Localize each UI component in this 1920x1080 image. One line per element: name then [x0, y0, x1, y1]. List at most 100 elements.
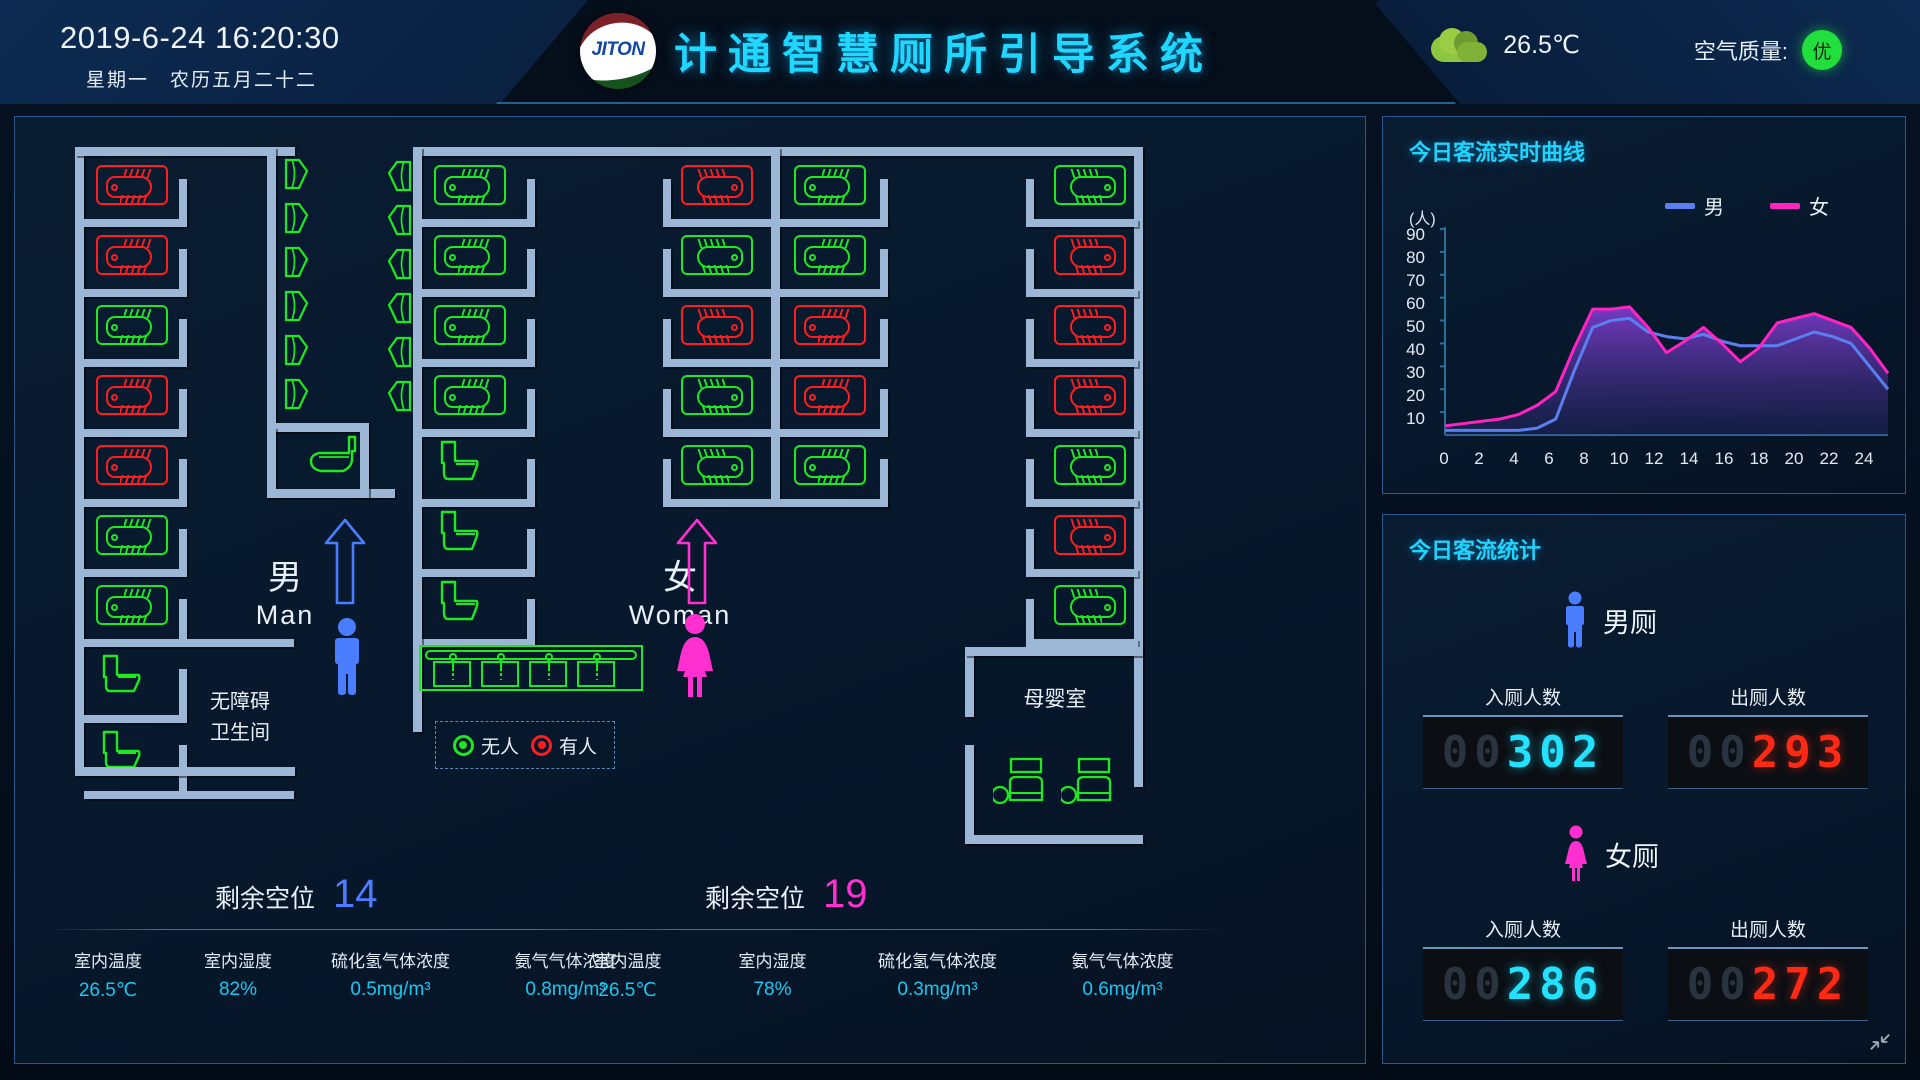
header-bar: 2019-6-24 16:20:30 星期一 农历五月二十二 JITON 计通智… — [0, 0, 1920, 104]
urinal-icon-4[interactable] — [283, 289, 309, 323]
y-tick: 40 — [1406, 340, 1425, 359]
env-cell: 硫化氢气体浓度 0.5mg/m³ — [331, 952, 450, 1000]
urinal-icon-9[interactable] — [387, 247, 413, 281]
wall-nursing-left-bottom — [965, 745, 974, 843]
legend-vacant-label: 无人 — [480, 736, 519, 758]
wall-men-urinal-bottom — [267, 423, 367, 432]
traffic-chart-panel: 今日客流实时曲线 男 女 (人) 90 80 70 60 50 40 30 20… — [1382, 116, 1906, 494]
system-title: 计通智慧厕所引导系统 — [674, 31, 1214, 79]
legend-swatch-male — [1665, 202, 1695, 209]
nursing-room-label: 母婴室 — [1023, 688, 1087, 711]
baby-changing-station-icon-2 — [1058, 757, 1117, 805]
female-out-value: 272 — [1751, 959, 1850, 1010]
sit-toilet-icon — [98, 653, 144, 697]
legend-series-female[interactable]: 女 — [1770, 191, 1829, 220]
y-tick: 30 — [1406, 363, 1425, 382]
x-tick: 24 — [1854, 449, 1874, 468]
traffic-stats-panel: 今日客流统计 男厕 入厕人数 出厕人数 00302 00293 女厕 入厕人数 — [1382, 514, 1906, 1064]
y-tick: 80 — [1406, 248, 1425, 267]
men-availability-count: 14 — [333, 872, 378, 916]
urinal-icon-10[interactable] — [387, 291, 413, 325]
female-out-prefix: 00 — [1686, 959, 1752, 1010]
brand-block: JITON 计通智慧厕所引导系统 — [580, 13, 1214, 89]
chart-legend: 男 女 — [1665, 191, 1829, 220]
wall-men-extra-bottom — [267, 489, 395, 498]
vacant-ring-icon — [452, 734, 474, 756]
men-title-en: Man — [255, 600, 315, 630]
men-divider — [43, 929, 653, 930]
urinal-icon-1[interactable] — [283, 157, 309, 191]
wall-nursing-bottom — [965, 835, 1143, 844]
urinal-icon-6[interactable] — [283, 377, 309, 411]
env-cell: 室内温度 26.5℃ — [593, 952, 662, 1001]
logo-text: JITON — [591, 39, 645, 60]
urinal-icon-2[interactable] — [283, 201, 309, 235]
stats-group-female-name: 女厕 — [1605, 841, 1659, 872]
women-env-row: 室内温度 26.5℃ 室内湿度 78% 硫化氢气体浓度 0.3mg/m³ 氨气气… — [555, 947, 1215, 1002]
collapse-resize-icon[interactable] — [1869, 1031, 1891, 1053]
female-in-prefix: 00 — [1441, 959, 1507, 1010]
baby-changing-station-icon-1 — [990, 757, 1049, 805]
male-in-value: 302 — [1506, 727, 1605, 778]
x-tick: 10 — [1609, 449, 1629, 468]
male-out-label: 出厕人数 — [1729, 688, 1806, 709]
x-tick: 4 — [1509, 449, 1519, 468]
x-tick: 6 — [1544, 449, 1554, 468]
sit-toilet-icon-men-extra[interactable] — [305, 433, 365, 485]
stats-group-female-header: 女厕 — [1561, 825, 1659, 883]
wall-men-extra-left — [267, 427, 276, 497]
wall-men-bottom — [75, 767, 295, 776]
datetime-display: 2019-6-24 16:20:30 星期一 农历五月二十二 — [60, 20, 340, 92]
urinal-icon-5[interactable] — [283, 333, 309, 367]
female-person-icon — [1565, 825, 1587, 881]
female-in-label: 入厕人数 — [1484, 920, 1561, 941]
male-person-icon — [327, 617, 367, 702]
male-person-icon — [1566, 591, 1584, 648]
urinal-icon-12[interactable] — [387, 379, 413, 413]
floor-plan-panel: 无障碍 卫生间 — [14, 116, 1366, 1064]
status-legend: 无人 有人 — [435, 721, 615, 769]
female-out-counter: 00272 — [1668, 947, 1868, 1021]
air-quality-block: 空气质量: 优 — [1694, 30, 1842, 70]
legend-vacant: 无人 — [452, 732, 519, 759]
male-out-value: 293 — [1751, 727, 1850, 778]
urinal-icon-8[interactable] — [387, 203, 413, 237]
legend-series-male[interactable]: 男 — [1665, 191, 1724, 220]
women-divider — [545, 929, 1225, 930]
temperature-value: 26.5℃ — [1503, 31, 1580, 59]
env-cell: 室内湿度 78% — [738, 952, 807, 1000]
traffic-chart-plot — [1440, 227, 1890, 436]
female-out-label: 出厕人数 — [1729, 920, 1806, 941]
wall-men-top — [75, 147, 295, 156]
women-availability-label: 剩余空位 — [705, 885, 806, 913]
stats-group-male-name: 男厕 — [1603, 607, 1657, 638]
urinal-icon-7[interactable] — [387, 159, 413, 193]
female-person-icon — [671, 613, 719, 706]
wall-sink-left — [413, 637, 422, 732]
stats-group-male-header: 男厕 — [1561, 591, 1657, 649]
occupied-ring-icon — [531, 734, 552, 756]
women-title-en: Woman — [628, 600, 732, 630]
legend-swatch-female — [1770, 202, 1800, 209]
x-tick: 22 — [1819, 449, 1839, 468]
male-in-prefix: 00 — [1441, 727, 1507, 778]
female-in-value: 286 — [1506, 959, 1605, 1010]
legend-label-male: 男 — [1704, 197, 1724, 219]
urinal-icon-11[interactable] — [387, 335, 413, 369]
women-availability: 剩余空位 19 — [705, 872, 868, 917]
men-direction-arrow-icon — [323, 517, 367, 612]
x-tick: 20 — [1784, 449, 1804, 468]
urinal-icon-3[interactable] — [283, 245, 309, 279]
legend-occupied: 有人 — [531, 732, 597, 759]
accessible-restroom-label: 无障碍 卫生间 — [210, 691, 270, 744]
chart-title: 今日客流实时曲线 — [1409, 140, 1586, 165]
x-tick: 8 — [1579, 449, 1589, 468]
y-tick: 70 — [1406, 271, 1425, 290]
legend-label-female: 女 — [1809, 197, 1829, 219]
men-title-cn: 男 — [268, 559, 302, 597]
y-tick: 20 — [1406, 386, 1425, 405]
wall-women-outer-right — [1134, 147, 1143, 787]
floor-plan-canvas: 无障碍 卫生间 — [15, 117, 1367, 1065]
env-cell: 室内温度 26.5℃ — [74, 952, 142, 1001]
